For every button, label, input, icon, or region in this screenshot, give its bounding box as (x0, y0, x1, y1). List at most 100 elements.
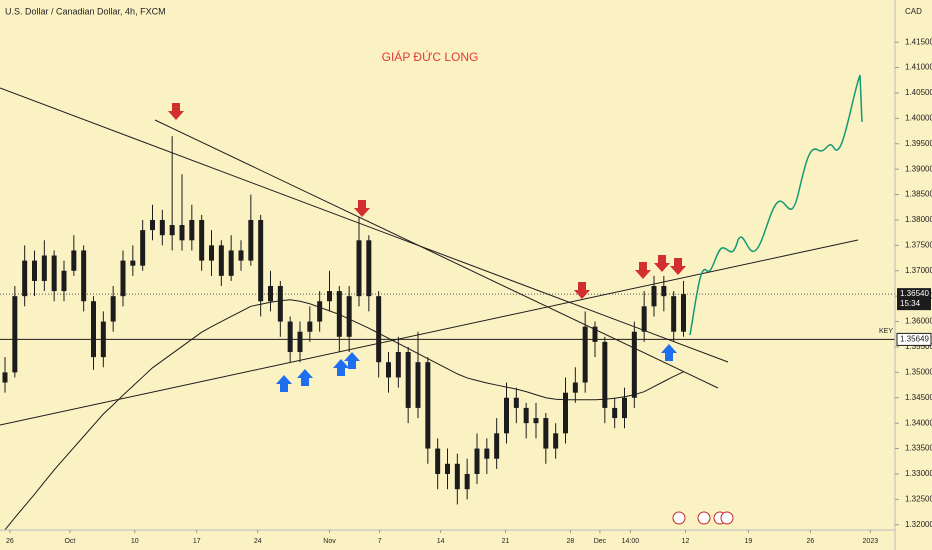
x-tick-label: 21 (502, 538, 510, 545)
candle-body (159, 219, 165, 236)
candle-body (572, 382, 578, 393)
y-tick-label: 1.36000 (905, 317, 932, 326)
candle-body (307, 321, 313, 332)
candle-body (671, 296, 677, 332)
candle-body (395, 352, 401, 378)
x-tick-label: 17 (193, 538, 201, 545)
x-tick-label: Nov (323, 538, 336, 545)
candle-body (631, 331, 637, 398)
candle-body (415, 362, 421, 408)
down-arrow (670, 258, 686, 275)
event-icon (697, 511, 711, 525)
candle-body (445, 463, 450, 474)
candle-body (218, 245, 224, 276)
candle-body (504, 397, 509, 434)
candle-body (22, 260, 28, 297)
candle-body (91, 301, 96, 358)
down-arrow (654, 255, 670, 272)
candle-body (238, 250, 244, 261)
candle-body (523, 407, 529, 424)
x-tick-label: 14:00 (622, 538, 640, 545)
x-tick-label: 26 (806, 538, 814, 545)
y-tick-label: 1.32500 (905, 494, 932, 503)
y-tick-label: 1.32000 (905, 520, 932, 529)
x-tick-label: 2023 (863, 538, 879, 545)
y-tick-label: 1.40500 (905, 88, 932, 97)
candle-body (277, 286, 283, 322)
candle-body (189, 219, 195, 241)
candle-body (297, 331, 303, 353)
annotation: GIÁP ĐỨC LONG (382, 49, 479, 64)
buy-arrows (276, 344, 677, 392)
down-arrow (168, 103, 184, 120)
candle-body (12, 296, 18, 373)
y-tick-label: 1.34000 (905, 418, 932, 427)
trend-line (154, 119, 719, 389)
candle-body (454, 463, 460, 490)
candle-body (513, 397, 519, 408)
candle-body (553, 433, 559, 449)
candle-body (612, 407, 618, 419)
candle-body (435, 448, 441, 474)
y-tick-label: 1.33500 (905, 444, 932, 453)
candle-body (317, 301, 323, 322)
candle-body (81, 250, 87, 302)
candle-body (32, 260, 37, 281)
y-tick-label: 1.37000 (905, 266, 932, 275)
candle-body (405, 352, 411, 408)
candle-body (582, 326, 588, 383)
sell-arrows (168, 103, 686, 299)
chart-title: U.S. Dollar / Canadian Dollar, 4h, FXCM (5, 6, 166, 16)
y-tick-label: 1.39000 (905, 164, 932, 173)
down-arrow (635, 262, 651, 279)
key-level-name: KEY (879, 328, 893, 335)
candle-body (592, 326, 598, 342)
candle-body (51, 255, 57, 292)
y-tick-label: 1.39500 (905, 139, 932, 148)
x-tick-label: Dec (594, 538, 607, 545)
candle-body (376, 296, 382, 363)
candle-body (268, 286, 273, 302)
countdown: 15:34 (900, 299, 921, 308)
up-arrow (344, 352, 360, 369)
y-tick-label: 1.34500 (905, 393, 932, 402)
candle-body (2, 372, 8, 383)
last-price-label: 1.36540 (900, 289, 929, 298)
candle-body (425, 362, 431, 449)
x-tick-label: 26 (6, 538, 14, 545)
candle-body (209, 245, 214, 261)
x-tick-label: 28 (567, 538, 575, 545)
candle-body (258, 219, 264, 302)
candle-body (356, 240, 362, 297)
y-tick-label: 1.33000 (905, 469, 932, 478)
y-tick-label: 1.37500 (905, 240, 932, 249)
trend-line (0, 239, 859, 426)
candle-body (199, 219, 205, 261)
y-tick-label: 1.38000 (905, 215, 932, 224)
down-arrow (354, 200, 370, 217)
y-tick-label: 1.35500 (905, 342, 932, 351)
y-tick-label: 1.40000 (905, 113, 932, 122)
y-tick-label: 1.41500 (905, 37, 932, 46)
up-arrow (276, 375, 292, 392)
down-arrow (574, 282, 590, 299)
candle-body (386, 362, 391, 378)
projection-path (689, 74, 863, 336)
x-tick-label: Oct (64, 538, 75, 545)
candle-body (474, 448, 480, 474)
event-icon (672, 511, 686, 525)
x-tick-label: 7 (378, 538, 382, 545)
candle-body (179, 225, 185, 241)
x-tick-label: 19 (745, 538, 753, 545)
currency-label: CAD (905, 7, 922, 16)
candle-body (130, 260, 136, 266)
candle-body (61, 270, 67, 292)
x-tick-label: 14 (437, 538, 445, 545)
up-arrow (661, 344, 677, 361)
event-icons (672, 511, 734, 525)
last-price-box (897, 288, 931, 311)
candle-body (120, 260, 126, 297)
candle-body (563, 392, 568, 434)
